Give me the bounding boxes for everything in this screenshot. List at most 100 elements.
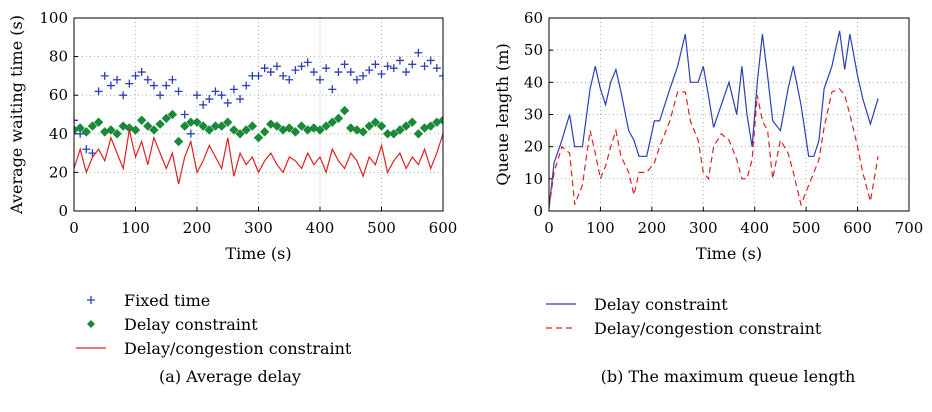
series-delay-constraint-point bbox=[87, 121, 98, 131]
series-fixed-time-point bbox=[254, 71, 263, 80]
series-delay-constraint-point bbox=[266, 119, 276, 129]
legend-label: Delay constraint bbox=[124, 315, 258, 334]
y-tick-label: 40 bbox=[524, 73, 543, 91]
series-fixed-time-point bbox=[303, 58, 312, 67]
series-delay-constraint-point bbox=[272, 121, 282, 131]
series-delay-constraint-point bbox=[376, 121, 387, 131]
series-fixed-time-point bbox=[389, 64, 398, 73]
y-axis-label: Queue length (m) bbox=[493, 43, 512, 185]
series-delay-constraint-point bbox=[333, 113, 344, 124]
series-delay-constraint-point bbox=[413, 129, 424, 139]
series-fixed-time-point bbox=[346, 68, 355, 77]
series-fixed-time-point bbox=[143, 75, 152, 84]
series-fixed-time-point bbox=[359, 71, 368, 80]
series-delay-constraint-point bbox=[395, 125, 405, 135]
series-fixed-time-point bbox=[242, 81, 251, 90]
series-fixed-time-point bbox=[199, 100, 208, 109]
series-delay-constraint-point bbox=[112, 129, 122, 139]
series-fixed-time-point bbox=[426, 56, 435, 65]
series-fixed-time-point bbox=[119, 91, 128, 100]
y-tick-label: 80 bbox=[49, 48, 68, 66]
series-fixed-time-point bbox=[383, 62, 392, 71]
series-fixed-time-point bbox=[217, 91, 226, 100]
x-tick-label: 200 bbox=[183, 219, 212, 237]
series-fixed-time-point bbox=[340, 60, 349, 69]
legend-label: Delay constraint bbox=[594, 295, 728, 314]
x-axis-label: Time (s) bbox=[696, 244, 762, 263]
series-delay-constraint-point bbox=[186, 117, 196, 127]
series-line-0 bbox=[549, 30, 879, 208]
series-fixed-time-point bbox=[414, 48, 423, 57]
series-fixed-time-point bbox=[402, 68, 411, 77]
series-delay-constraint-point bbox=[296, 121, 307, 131]
series-fixed-time-point bbox=[297, 62, 306, 71]
x-tick-label: 500 bbox=[792, 219, 821, 237]
series-fixed-time-point bbox=[174, 87, 183, 96]
x-tick-label: 400 bbox=[740, 219, 769, 237]
series-fixed-time-point bbox=[82, 145, 91, 154]
series-delay-constraint-point bbox=[327, 117, 338, 127]
x-tick-label: 100 bbox=[586, 219, 615, 237]
chart-average-delay: 0 100 200 300 400 500 600 0 20 40 60 80 100 Time (s) A… bbox=[7, 9, 457, 386]
series-delay-constraint-point bbox=[173, 136, 184, 147]
series-delay-constraint-point bbox=[167, 109, 178, 120]
series-fixed-time-point bbox=[94, 87, 103, 96]
series-fixed-time-point bbox=[439, 71, 443, 80]
series-delay-constraint-point bbox=[81, 127, 92, 137]
x-tick-label: 0 bbox=[69, 219, 79, 237]
series-fixed-time-point bbox=[162, 81, 171, 90]
series-delay-constraint-point bbox=[161, 113, 171, 124]
series-delay-constraint-point bbox=[192, 117, 202, 127]
plot-frame bbox=[548, 17, 910, 212]
series-delay-constraint-point bbox=[155, 119, 165, 129]
series-fixed-time-point bbox=[236, 95, 245, 104]
x-tick-label: 300 bbox=[244, 219, 273, 237]
y-tick-label: 60 bbox=[524, 9, 543, 27]
series-fixed-time-point bbox=[149, 81, 158, 90]
x-tick-label: 300 bbox=[689, 219, 718, 237]
series-fixed-time-point bbox=[113, 75, 122, 84]
y-tick-label: 0 bbox=[58, 202, 68, 220]
series-fixed-time-point bbox=[377, 69, 386, 78]
series-fixed-time-point bbox=[285, 75, 294, 84]
series-fixed-time-point bbox=[371, 60, 380, 69]
series-delay-constraint-point bbox=[290, 127, 301, 137]
series-fixed-time-point bbox=[395, 56, 404, 65]
series-fixed-time-point bbox=[334, 68, 343, 77]
series-delay-constraint-point bbox=[93, 117, 104, 127]
series-delay-constraint-point bbox=[149, 125, 159, 135]
series-delay-constraint-point bbox=[106, 125, 116, 135]
y-tick-label: 0 bbox=[533, 202, 543, 220]
series-fixed-time-point bbox=[322, 64, 331, 73]
series-delay-constraint-point bbox=[204, 125, 215, 135]
series-fixed-time-point bbox=[272, 62, 281, 71]
legend-marker-delay-constraint bbox=[87, 320, 95, 328]
x-axis-label: Time (s) bbox=[225, 244, 291, 263]
y-tick-label: 20 bbox=[524, 138, 543, 156]
series-fixed-time-point bbox=[137, 68, 146, 77]
legend-label: Fixed time bbox=[124, 291, 210, 310]
series-delay-constraint-point bbox=[407, 117, 417, 127]
series-fixed-time-point bbox=[365, 66, 374, 75]
series-delay-constraint-point bbox=[370, 117, 381, 127]
x-tick-label: 500 bbox=[367, 219, 396, 237]
series-fixed-time-point bbox=[180, 110, 189, 119]
x-tick-label: 0 bbox=[544, 219, 554, 237]
series-line-1 bbox=[549, 88, 879, 208]
series-fixed-time-point bbox=[193, 91, 201, 100]
x-tick-label: 600 bbox=[429, 219, 458, 237]
series-fixed-time-point bbox=[279, 71, 288, 80]
series-delay-constraint-point bbox=[143, 121, 153, 131]
plot-area bbox=[74, 48, 443, 185]
x-tick-label: 700 bbox=[895, 219, 924, 237]
series-fixed-time-point bbox=[131, 71, 140, 80]
series-fixed-time-point bbox=[205, 95, 214, 104]
plot-frame bbox=[73, 17, 444, 212]
x-tick-label: 400 bbox=[306, 219, 335, 237]
series-fixed-time-point bbox=[168, 75, 177, 84]
series-fixed-time-point bbox=[125, 79, 134, 88]
series-fixed-time-point bbox=[316, 75, 324, 84]
y-tick-label: 50 bbox=[524, 41, 543, 59]
x-tick-label: 200 bbox=[638, 219, 667, 237]
